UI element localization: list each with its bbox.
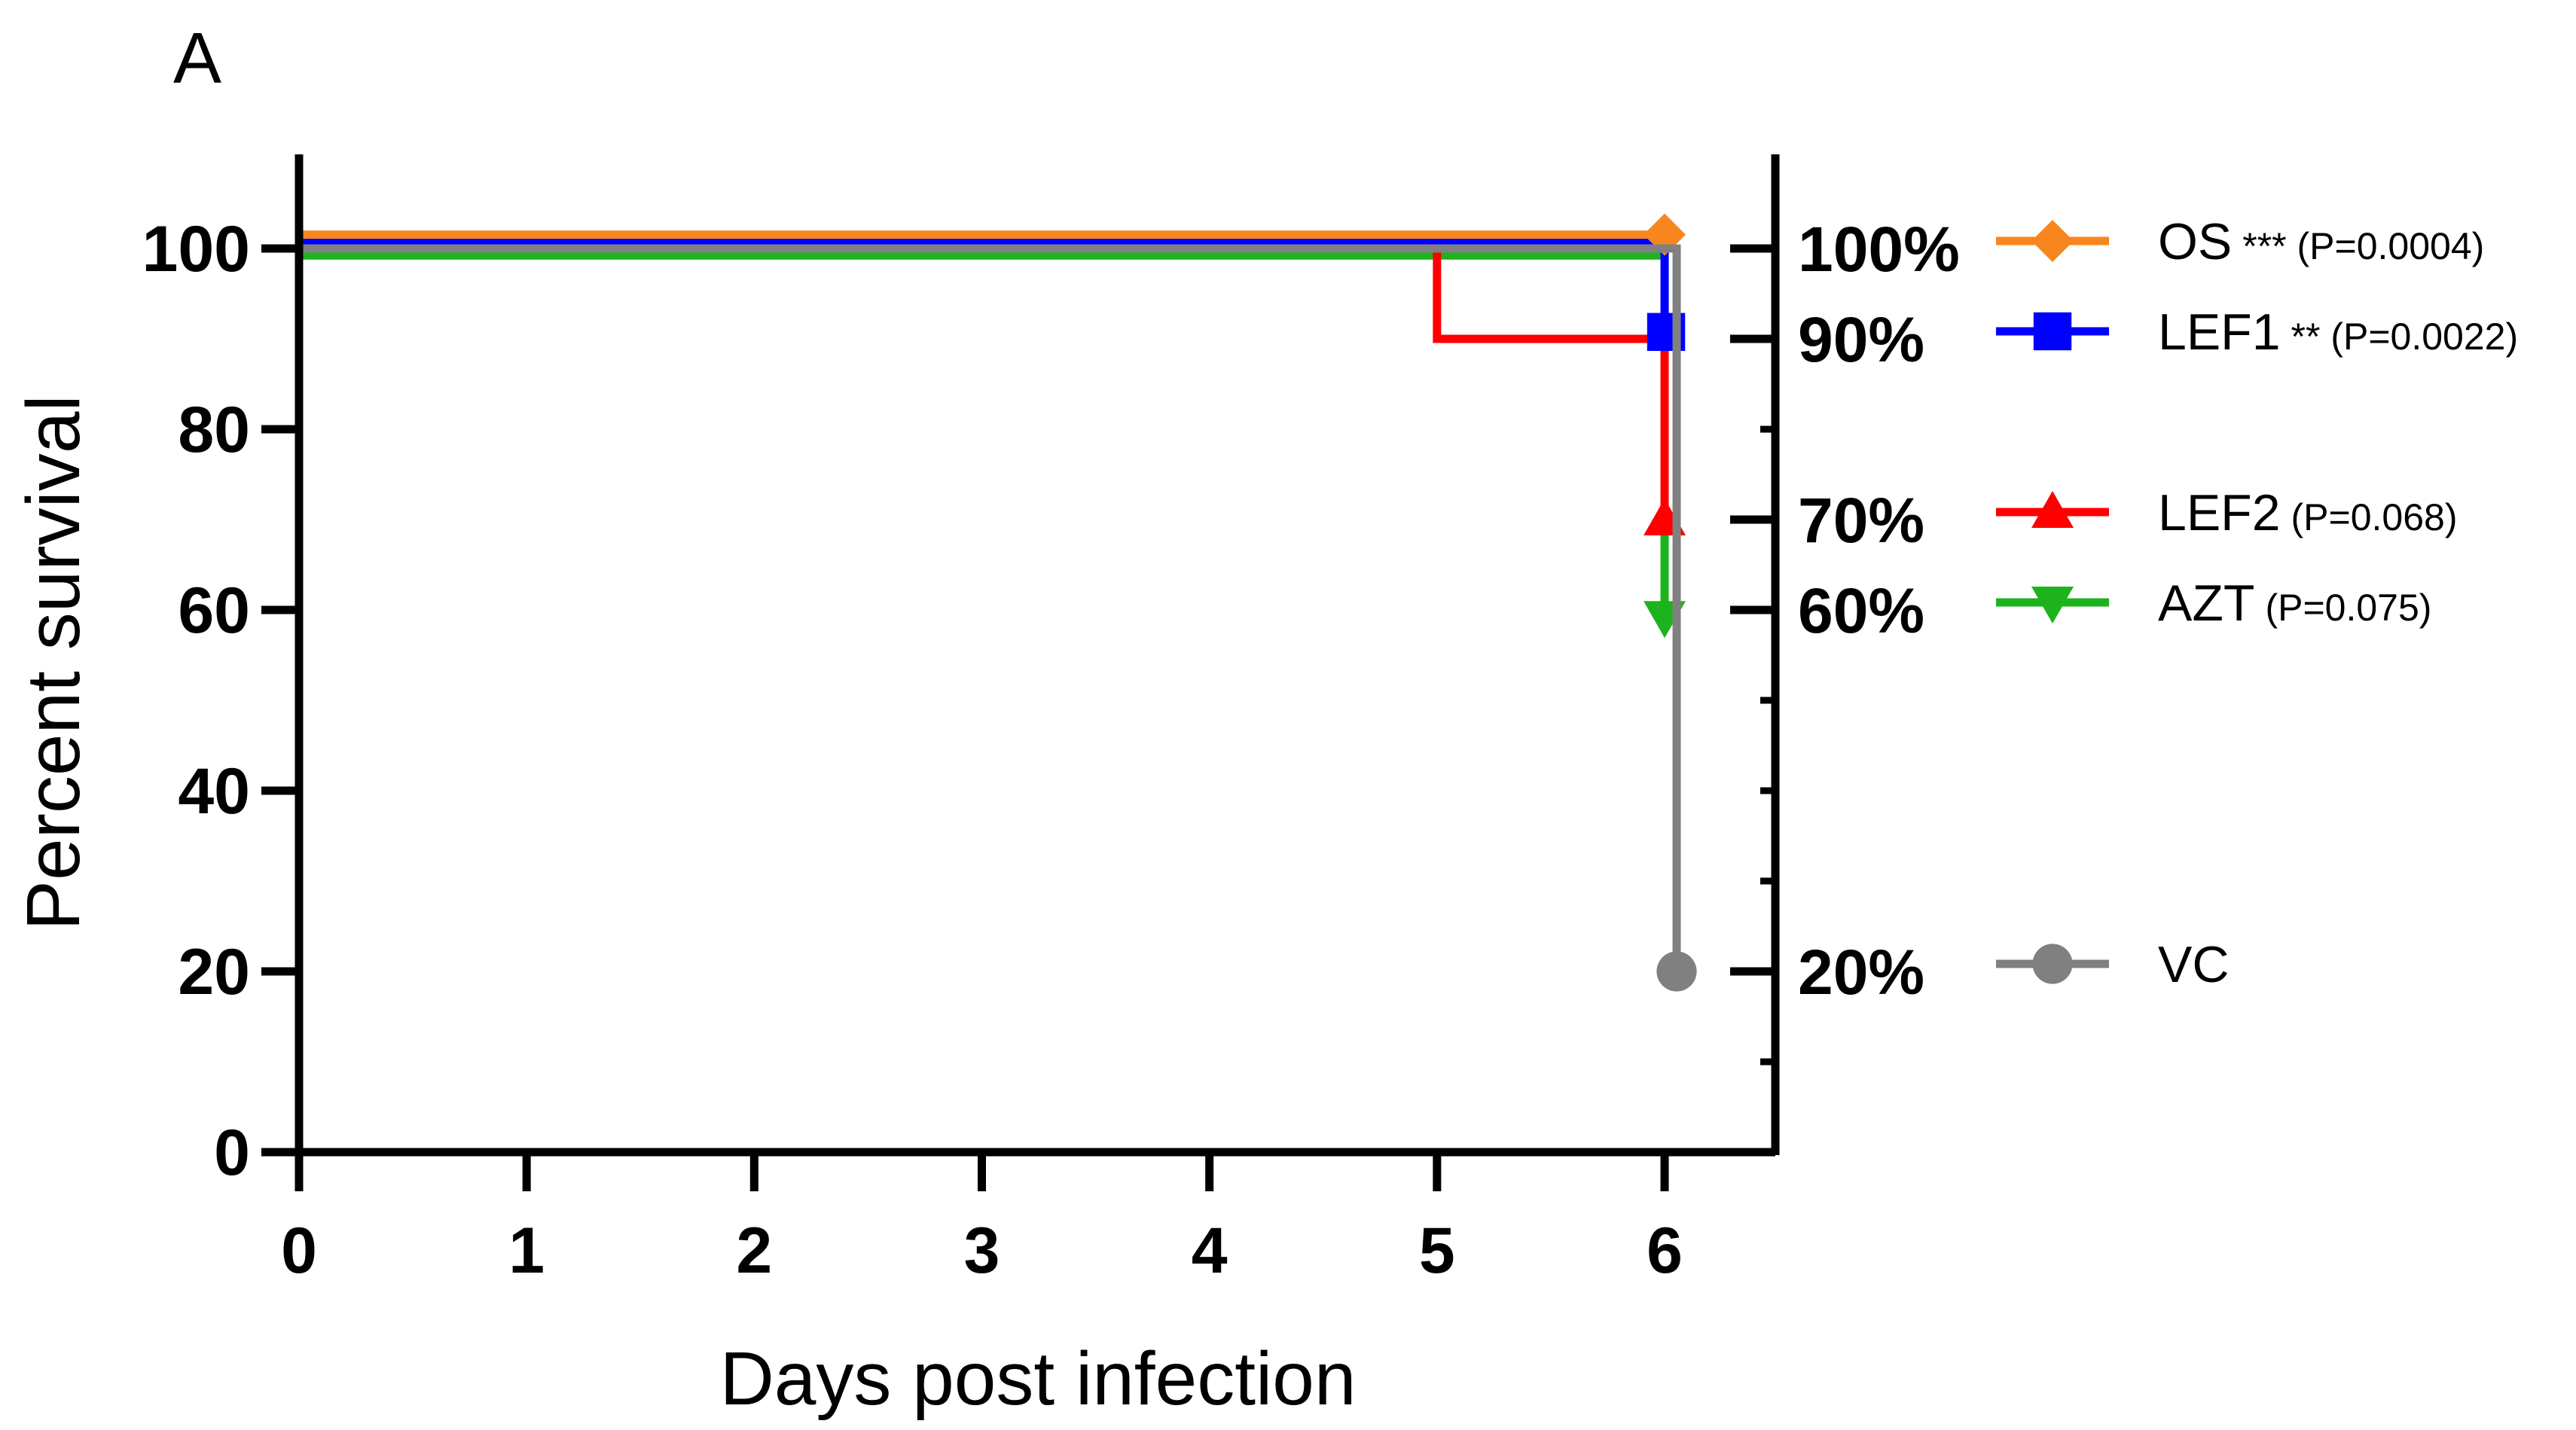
legend-note-lef2: (P=0.068) [2291,496,2458,538]
series-line-lef2 [299,244,1669,520]
series-layer [299,213,1697,992]
y-tick-label-60: 60 [178,575,250,647]
y-tick-label-0: 0 [214,1117,250,1189]
y-axis-title: Percent survival [11,395,96,930]
legend-marker-lef2 [2031,491,2074,528]
y-tick-label-100: 100 [142,213,251,285]
legend-note-azt: (P=0.075) [2265,587,2431,629]
panel-label: A [173,18,221,99]
series-line-vc [299,244,1681,971]
series-line-azt [299,251,1669,617]
y-tick-label-20: 20 [178,936,250,1008]
legend-label-lef2: LEF2 (P=0.068) [2158,484,2458,541]
y-tick-label-80: 80 [178,394,250,466]
x-tick-label-2: 2 [736,1215,772,1287]
right-label-20: 20% [1798,937,1924,1008]
x-tick-label-5: 5 [1419,1215,1455,1287]
legend-marker-azt [2031,587,2074,624]
legend-item-os: OS *** (P=0.0004) [1996,213,2484,270]
right-label-70: 70% [1798,485,1924,556]
legend-label-os: OS *** (P=0.0004) [2158,213,2484,270]
legend-item-lef1: LEF1 ** (P=0.0022) [1996,303,2518,361]
series-marker-vc [1656,951,1697,992]
legend-marker-lef1 [2033,312,2072,351]
legend-marker-os [2031,220,2074,262]
legend-label-lef1: LEF1 ** (P=0.0022) [2158,303,2518,361]
x-tick-label-6: 6 [1647,1215,1683,1287]
legend-item-azt: AZT (P=0.075) [1996,575,2431,632]
x-tick-label-4: 4 [1192,1215,1228,1287]
legend: OS *** (P=0.0004) LEF1 ** (P=0.0022) LEF2 (P=… [1996,213,2518,993]
legend-marker-vc [2032,944,2073,984]
legend-note-os: *** (P=0.0004) [2242,225,2484,267]
x-axis-title: Days post infection [720,1337,1357,1421]
right-label-90: 90% [1798,304,1924,375]
y-tick-label-40: 40 [178,755,250,828]
legend-label-azt: AZT (P=0.075) [2158,575,2431,632]
legend-item-vc: VC [1996,936,2229,993]
right-label-100: 100% [1798,214,1960,285]
right-label-60: 60% [1798,575,1924,646]
x-tick-label-3: 3 [964,1215,1000,1287]
axes-layer: 0 20 40 60 80 100 0 1 2 3 4 5 6 100% 90% 70% 60% 20% [142,154,1960,1287]
legend-item-lef2: LEF2 (P=0.068) [1996,484,2458,541]
x-tick-label-0: 0 [281,1215,317,1287]
x-tick-label-1: 1 [508,1215,545,1287]
legend-label-vc: VC [2158,936,2229,993]
legend-note-lef1: ** (P=0.0022) [2291,316,2519,358]
